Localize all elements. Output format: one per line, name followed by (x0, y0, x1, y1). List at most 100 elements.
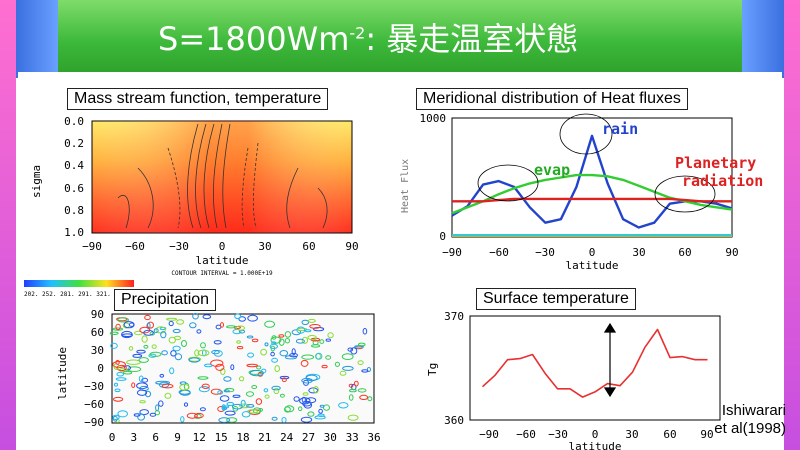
precip-cell (347, 414, 359, 421)
precip-cell (232, 403, 243, 410)
precip-cell (136, 389, 148, 396)
x-tick: 60 (663, 428, 676, 441)
surface-temp-xlabel: latitude (569, 440, 622, 450)
precip-cell (198, 386, 210, 393)
precip-cell (116, 364, 127, 372)
precip-cell (220, 322, 224, 328)
precip-cell (144, 314, 151, 321)
precip-cell (256, 365, 262, 370)
stream-contours (117, 123, 328, 229)
surface-temp-ylabel: Tg (426, 363, 439, 376)
precip-cell (359, 394, 369, 401)
precip-cell (270, 351, 275, 357)
mass-stream-panel: 0.0 0.2 0.4 0.6 0.8 1.0 sigma −90 −60 −3… (24, 115, 359, 298)
precip-cell (200, 342, 206, 349)
precip-cell (199, 407, 206, 412)
precip-cell (188, 356, 202, 362)
title-bar: S=1800Wm-2: 暴走温室状態 (58, 0, 742, 78)
precip-cell (338, 402, 349, 409)
precip-cell (251, 338, 259, 343)
precip-cell (115, 323, 121, 331)
colorbar-labels: 202. 252. 281. 291. 321. (24, 291, 111, 298)
precip-cell (342, 365, 354, 371)
y-tick: 0.4 (64, 159, 84, 172)
heat-flux-ylabel: Heat Flux (400, 159, 411, 213)
precip-cell (138, 375, 144, 383)
precip-cell (141, 377, 149, 383)
precip-cell (219, 395, 230, 402)
precip-cell (202, 314, 212, 320)
precip-cell (211, 349, 220, 355)
precip-cell (307, 411, 315, 417)
precip-cell (166, 317, 178, 321)
title-accent-right (742, 0, 784, 78)
precip-cell (192, 312, 199, 320)
precip-cell (300, 416, 313, 423)
x-tick: −60 (489, 246, 509, 259)
precip-cell (170, 350, 177, 357)
precip-cell (271, 335, 277, 340)
precip-cell (291, 348, 296, 356)
precip-cell (154, 410, 161, 416)
x-tick: 60 (302, 240, 315, 253)
mass-stream-x-ticks: −90 −60 −30 0 30 60 90 (82, 240, 359, 253)
x-tick: 60 (678, 246, 691, 259)
precip-cell (301, 396, 306, 403)
x-tick: −90 (442, 246, 462, 259)
precip-cell (117, 410, 128, 418)
precip-cell (197, 349, 210, 357)
precip-cell (301, 336, 309, 344)
x-tick: −30 (169, 240, 189, 253)
precip-cell (112, 414, 120, 421)
precip-cell (176, 319, 185, 325)
precip-cell (279, 350, 289, 357)
precip-cell (133, 413, 141, 417)
precip-cell (149, 351, 162, 357)
heat-flux-ymax: 1000 (420, 112, 447, 125)
y-tick: 0.2 (64, 137, 84, 150)
precip-cell (232, 394, 241, 399)
precip-cell (186, 412, 198, 419)
precip-cell (271, 416, 278, 421)
precip-cell (112, 327, 124, 331)
precip-cell (312, 339, 319, 346)
precip-cell (149, 412, 157, 417)
precip-cell (143, 329, 154, 336)
precip-cell (236, 340, 241, 344)
precip-cell (172, 345, 181, 352)
y-tick: −60 (84, 398, 104, 411)
precip-cell (240, 399, 246, 407)
precip-cell (327, 332, 334, 339)
precip-cell (317, 413, 325, 418)
precip-y-ticks: 90 60 30 0 −30 −60 −90 (84, 308, 104, 429)
precip-cell (334, 361, 340, 367)
precip-cell (278, 338, 285, 346)
precip-cell (158, 400, 164, 407)
precip-cell (210, 388, 222, 395)
y-tick: −90 (84, 416, 104, 429)
x-tick: 9 (174, 431, 181, 444)
precip-cell (123, 321, 135, 329)
contour-interval-note: CONTOUR INTERVAL = 1.000E+19 (171, 270, 273, 277)
precip-cell (220, 368, 226, 375)
precip-cell (117, 317, 129, 323)
precip-cell (341, 353, 354, 360)
precip-cell (172, 328, 181, 334)
precip-cell (284, 355, 298, 360)
mass-stream-y-ticks: 0.0 0.2 0.4 0.6 0.8 1.0 (64, 115, 84, 239)
precip-cell (222, 405, 230, 409)
x-tick: 30 (258, 240, 271, 253)
precip-cell (263, 388, 269, 393)
precip-cell (143, 344, 149, 349)
y-tick: −30 (84, 380, 104, 393)
precip-cell (161, 350, 168, 356)
precip-cell (313, 386, 319, 394)
heat-flux-label: Meridional distribution of Heat fluxes (416, 88, 688, 110)
precip-cell (123, 370, 133, 375)
precip-cell (347, 347, 354, 352)
x-tick: 6 (152, 431, 159, 444)
precip-cell (307, 335, 317, 341)
x-tick: 27 (302, 431, 315, 444)
precip-cell (357, 388, 367, 393)
precip-cell (173, 335, 182, 341)
